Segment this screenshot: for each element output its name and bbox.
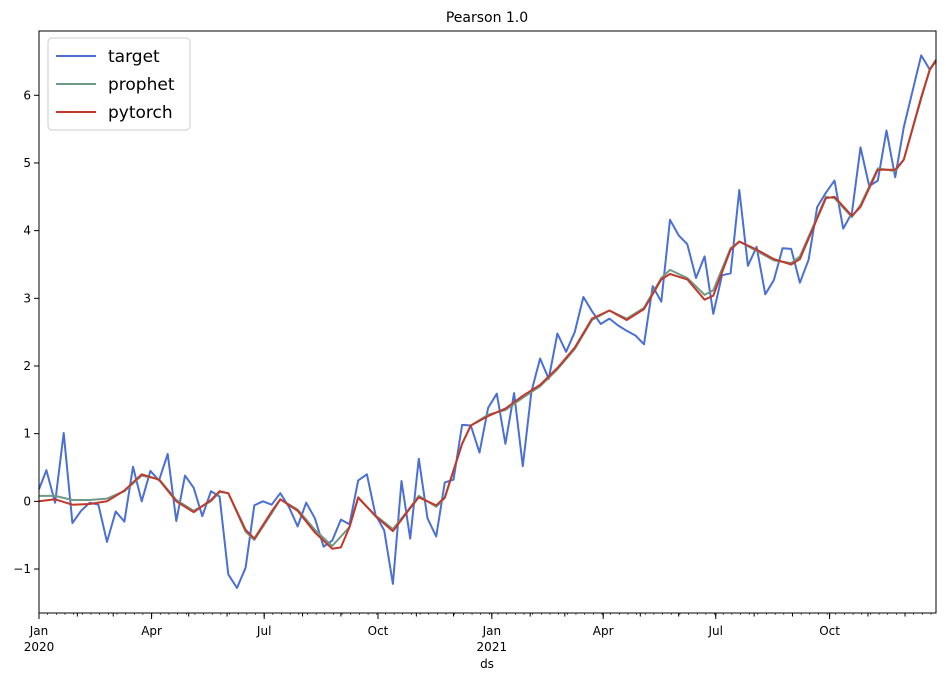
series-layer xyxy=(38,54,937,589)
y-tick-label: 1 xyxy=(23,427,31,441)
series-line-pytorch xyxy=(38,59,937,550)
y-tick-label: 3 xyxy=(23,291,31,305)
y-axis: −1 0 1 2 3 4 5 6 xyxy=(13,88,39,576)
legend-box xyxy=(47,37,191,131)
x-axis-label: ds xyxy=(480,657,494,671)
plot-area xyxy=(38,54,937,589)
plot-frame xyxy=(38,30,937,614)
y-tick-label: 0 xyxy=(23,494,31,508)
x-tick-label: Jul xyxy=(256,624,271,638)
legend-label-prophet: prophet xyxy=(108,75,175,95)
y-tick-label: 6 xyxy=(23,88,31,102)
y-tick-label: 5 xyxy=(23,156,31,170)
legend-label-target: target xyxy=(108,47,160,67)
x-tick-label: Oct xyxy=(819,624,840,638)
x-tick-label: Jul xyxy=(708,624,723,638)
y-tick-label: 4 xyxy=(23,224,31,238)
x-axis: Jan 2020 Apr Jul Oct Jan 2021 Apr Jul Oct xyxy=(24,613,932,654)
legend: target prophet pytorch xyxy=(47,37,191,131)
x-tick-year-label: 2021 xyxy=(477,640,508,654)
x-tick-label: Apr xyxy=(593,624,614,638)
x-tick-label: Jan xyxy=(29,624,49,638)
legend-label-pytorch: pytorch xyxy=(108,103,173,123)
series-line-prophet xyxy=(39,60,937,547)
x-tick-year-label: 2020 xyxy=(24,640,55,654)
x-tick-label: Apr xyxy=(141,624,162,638)
y-tick-label: −1 xyxy=(13,562,31,576)
series-line-target xyxy=(38,54,937,589)
y-tick-label: 2 xyxy=(23,359,31,373)
x-tick-label: Oct xyxy=(368,624,389,638)
chart-title: Pearson 1.0 xyxy=(446,10,528,26)
x-tick-label: Jan xyxy=(482,624,502,638)
